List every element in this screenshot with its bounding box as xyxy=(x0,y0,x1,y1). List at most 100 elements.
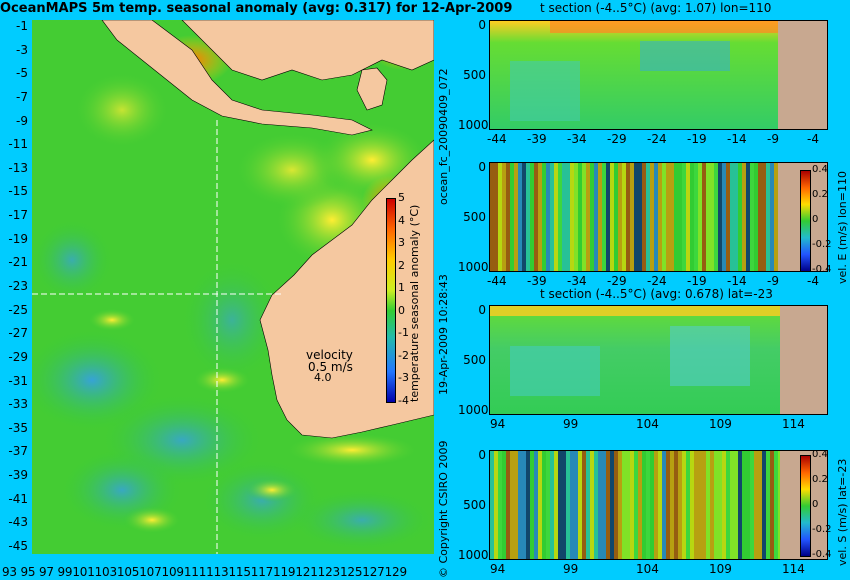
map-colorbar-tick: 3 xyxy=(398,236,405,250)
section3-y-tick: 1000 xyxy=(458,403,489,417)
velocity-stripe xyxy=(506,451,510,559)
velocity-stripe xyxy=(574,163,578,271)
section2-canvas xyxy=(490,163,827,271)
map-lat-tick: -11 xyxy=(8,137,28,152)
section1-y-tick: 1000 xyxy=(458,118,489,132)
velocity-stripe xyxy=(602,451,606,559)
velocity-stripe xyxy=(758,163,762,271)
section3-x-tick: 109 xyxy=(709,417,732,431)
velocity-stripe xyxy=(570,451,574,559)
velocity-value-2: 4.0 xyxy=(314,371,332,384)
velocity-stripe xyxy=(502,451,506,559)
velocity-stripe xyxy=(526,451,530,559)
map-lat-tick: -29 xyxy=(8,349,28,364)
velocity-stripe xyxy=(694,451,698,559)
section4-colorbar-tick: 0.4 xyxy=(812,449,828,460)
velocity-stripe xyxy=(726,163,730,271)
section3-y-tick: 500 xyxy=(463,353,486,367)
velocity-stripe xyxy=(534,451,538,559)
velocity-label: velocity xyxy=(306,348,353,362)
section1-y-tick: 0 xyxy=(478,18,486,32)
map-lat-tick: -21 xyxy=(8,255,28,270)
timestamp: 19-Apr-2009 10:28:43 xyxy=(437,274,450,395)
map-lat-tick: -25 xyxy=(8,302,28,317)
section2-x-tick: -44 xyxy=(487,274,507,288)
section2-y-tick: 1000 xyxy=(458,260,489,274)
velocity-stripe xyxy=(502,163,506,271)
section2-colorbar-tick: 0.4 xyxy=(812,164,828,175)
section4-plot xyxy=(489,450,828,560)
section4-colorbar-tick: 0 xyxy=(812,499,819,510)
velocity-stripe xyxy=(546,163,550,271)
section2-plot xyxy=(489,162,828,272)
section1-x-tick: -29 xyxy=(607,132,627,146)
velocity-stripe xyxy=(594,451,598,559)
velocity-stripe xyxy=(606,163,610,271)
velocity-stripe xyxy=(498,163,502,271)
map-lat-tick: -41 xyxy=(8,491,28,506)
velocity-stripe xyxy=(574,451,578,559)
velocity-stripe xyxy=(494,163,498,271)
velocity-value: 0.5 m/s xyxy=(308,360,353,374)
section1-x-tick: -14 xyxy=(727,132,747,146)
velocity-stripe xyxy=(702,163,706,271)
velocity-stripe xyxy=(682,451,686,559)
velocity-stripe xyxy=(646,163,650,271)
velocity-stripe xyxy=(654,163,658,271)
velocity-stripe xyxy=(650,163,654,271)
section4-canvas xyxy=(490,451,827,559)
velocity-stripe xyxy=(602,163,606,271)
velocity-stripe xyxy=(746,163,750,271)
velocity-stripe xyxy=(622,451,626,559)
velocity-stripe xyxy=(690,163,694,271)
map-colorbar-tick: 4 xyxy=(398,213,405,227)
velocity-stripe xyxy=(642,163,646,271)
velocity-stripe xyxy=(706,163,710,271)
velocity-stripe xyxy=(666,451,670,559)
velocity-stripe xyxy=(550,451,554,559)
map-lat-tick: -39 xyxy=(8,468,28,483)
velocity-stripe xyxy=(542,163,546,271)
velocity-stripe xyxy=(586,163,590,271)
velocity-stripe xyxy=(518,451,522,559)
section1-plot xyxy=(489,20,828,130)
section3-y-tick: 0 xyxy=(478,303,486,317)
velocity-stripe xyxy=(626,451,630,559)
velocity-stripe xyxy=(490,163,494,271)
velocity-stripe xyxy=(650,451,654,559)
velocity-stripe xyxy=(594,163,598,271)
velocity-stripe xyxy=(490,451,494,559)
section4-x-tick: 114 xyxy=(782,562,805,576)
velocity-stripe xyxy=(546,451,550,559)
section2-x-tick: -34 xyxy=(567,274,587,288)
section1-x-tick: -34 xyxy=(567,132,587,146)
map-lat-tick: -27 xyxy=(8,326,28,341)
velocity-stripe xyxy=(746,451,750,559)
velocity-stripe xyxy=(562,163,566,271)
velocity-stripe xyxy=(578,451,582,559)
map-colorbar-tick: -2 xyxy=(398,348,409,362)
section1-x-tick: -4 xyxy=(807,132,819,146)
section2-colorbar-tick: -0.4 xyxy=(812,264,832,275)
velocity-stripe xyxy=(738,163,742,271)
velocity-stripe xyxy=(718,163,722,271)
velocity-stripe xyxy=(622,163,626,271)
velocity-stripe xyxy=(742,451,746,559)
velocity-stripe xyxy=(506,163,510,271)
velocity-stripe xyxy=(770,451,774,559)
section1-x-tick: -24 xyxy=(647,132,667,146)
velocity-stripe xyxy=(566,163,570,271)
section2-colorbar-tick: -0.2 xyxy=(812,239,832,250)
section2-x-tick: -39 xyxy=(527,274,547,288)
velocity-stripe xyxy=(558,163,562,271)
velocity-stripe xyxy=(750,451,754,559)
section2-x-tick: -9 xyxy=(767,274,779,288)
velocity-stripe xyxy=(638,163,642,271)
velocity-stripe xyxy=(634,163,638,271)
section4-x-tick: 109 xyxy=(709,562,732,576)
velocity-stripe xyxy=(762,451,766,559)
section1-x-tick: -9 xyxy=(767,132,779,146)
velocity-stripe xyxy=(542,451,546,559)
map-lon-ticks: 93 95 97 9910110310510710911111311511711… xyxy=(2,565,407,579)
velocity-stripe xyxy=(606,451,610,559)
